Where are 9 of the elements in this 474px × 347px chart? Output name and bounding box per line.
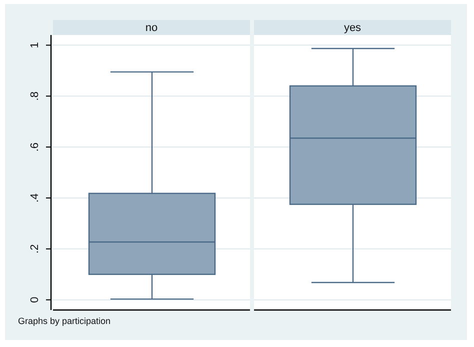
y-tick-label: 1 — [29, 42, 41, 48]
y-tick-label: 0 — [29, 296, 41, 303]
y-tick-label: .8 — [29, 92, 41, 101]
y-tick-label: .2 — [29, 244, 41, 254]
y-tick-label: .6 — [29, 142, 41, 152]
x-tick-label: yes — [344, 22, 362, 34]
text: Graphs by participation — [18, 316, 111, 326]
x-tick-label: no — [145, 22, 158, 34]
y-tick-label: .4 — [29, 193, 41, 203]
